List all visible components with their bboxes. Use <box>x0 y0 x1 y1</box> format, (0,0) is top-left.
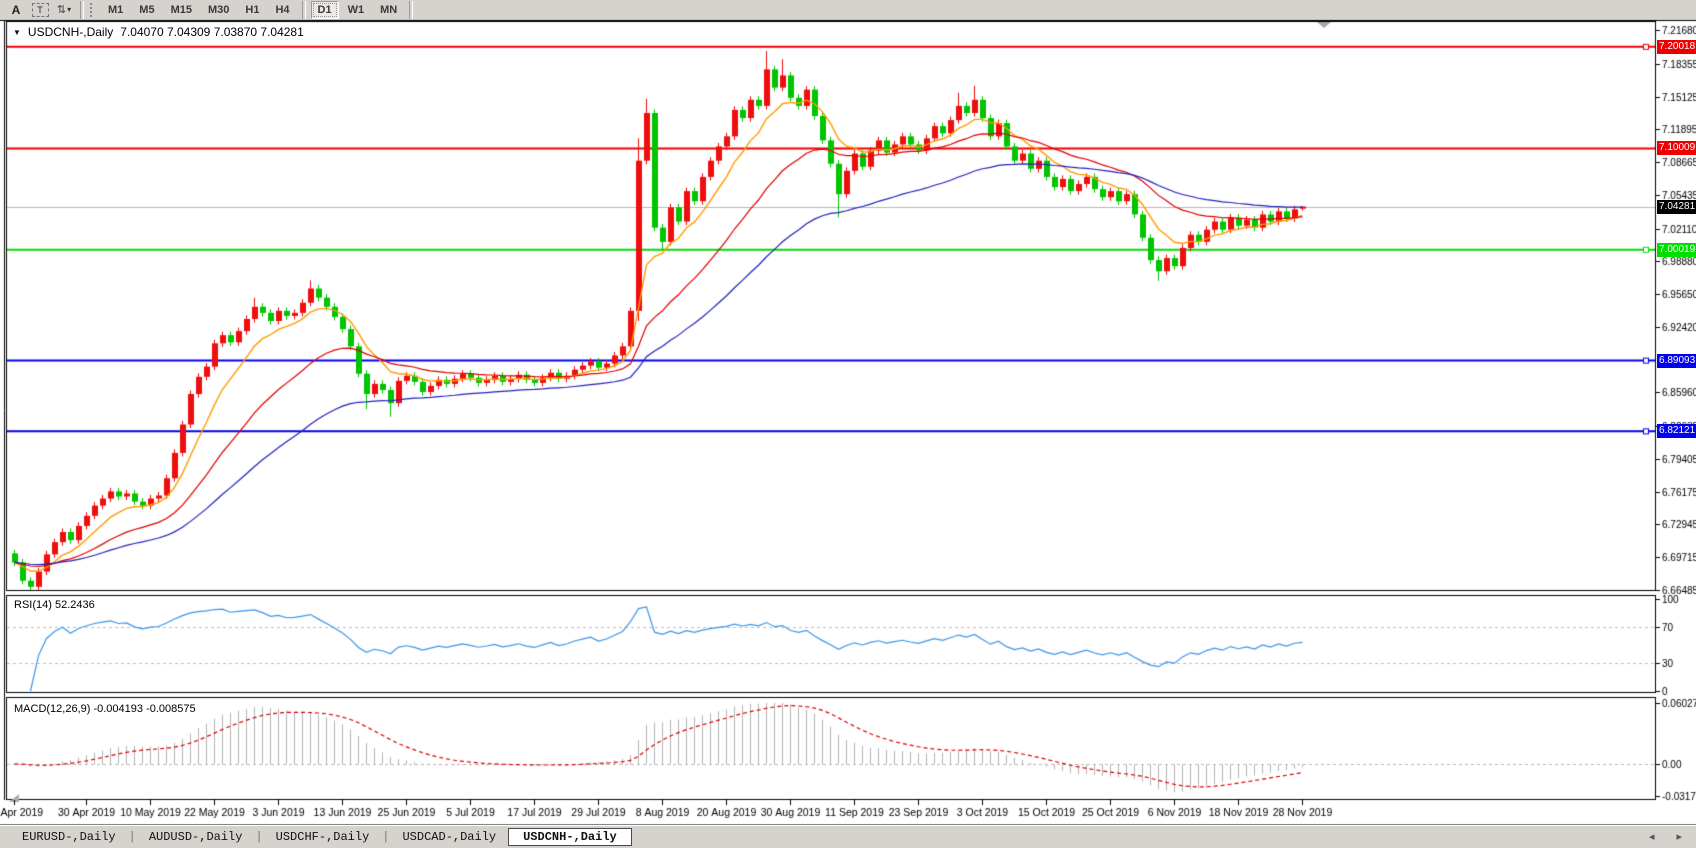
timeframe-button-m5[interactable]: M5 <box>139 3 155 16</box>
tabs-scroll-right-button[interactable]: ▸ <box>1676 832 1682 844</box>
symbol-tab-usdcnh[interactable]: USDCNH-,Daily <box>508 827 632 846</box>
symbol-tab-usdchf[interactable]: USDCHF-,Daily <box>275 829 370 844</box>
symbol-tab-bar: EURUSD-,Daily | AUDUSD-,Daily | USDCHF-,Dail… <box>0 824 1696 848</box>
macd-indicator-label: MACD(12,26,9) -0.004193 -0.008575 <box>14 703 196 715</box>
cursor-tool-icon[interactable]: A <box>11 2 21 17</box>
chart-title-symbol: USDCNH-,Daily <box>27 25 114 39</box>
symbol-tab-audusd[interactable]: AUDUSD-,Daily <box>148 829 243 844</box>
timeframe-button-w1[interactable]: W1 <box>347 3 365 16</box>
symbol-collapse-icon[interactable]: ▼ <box>13 27 21 37</box>
level-price-label-7.10009: 7.10009 <box>1657 141 1696 156</box>
toolbar-separator <box>301 0 306 19</box>
tab-separator: | <box>128 829 136 844</box>
toolbar-separator <box>80 0 84 19</box>
level-price-label-7.00019: 7.00019 <box>1657 242 1696 257</box>
level-price-label-6.82121: 6.82121 <box>1657 424 1696 439</box>
toolbar-drag-grip[interactable] <box>90 2 95 17</box>
text-box-icon: T <box>31 2 49 17</box>
timeframe-button-m30[interactable]: M30 <box>207 3 230 16</box>
timeframe-button-d1[interactable]: D1 <box>310 0 339 19</box>
timeframe-button-m1[interactable]: M1 <box>108 3 124 16</box>
level-price-label-7.20018: 7.20018 <box>1657 39 1696 54</box>
tab-separator: | <box>382 829 390 844</box>
chart-title: ▼ USDCNH-,Daily 7.04070 7.04309 7.03870 7.… <box>13 25 304 39</box>
arrows-icon: ⇅ <box>56 4 67 16</box>
timeframe-button-m15[interactable]: M15 <box>170 3 192 16</box>
toolbar: A T ⇅ ▾ M1 M5 M15 M30 H1 H4 D1 W1 MN <box>0 0 1696 20</box>
timeframe-button-mn[interactable]: MN <box>380 3 398 16</box>
current-price-label: 7.04281 <box>1657 199 1696 214</box>
text-label-tool-icon[interactable]: T <box>30 2 50 18</box>
timeframe-button-h4[interactable]: H4 <box>275 3 290 16</box>
level-price-label-6.89093: 6.89093 <box>1657 353 1696 368</box>
chevron-down-icon: ▾ <box>67 5 72 14</box>
toolbar-separator <box>409 0 414 19</box>
chart-title-ohlc: 7.04070 7.04309 7.03870 7.04281 <box>120 25 304 39</box>
tabs-scroll-left-button[interactable]: ◂ <box>1648 832 1655 844</box>
tab-separator: | <box>255 829 263 844</box>
timeframe-button-h1[interactable]: H1 <box>245 3 260 16</box>
symbol-tab-usdcad[interactable]: USDCAD-,Daily <box>402 829 497 844</box>
objects-tool-icon[interactable]: ⇅ ▾ <box>54 2 74 18</box>
symbol-tab-eurusd[interactable]: EURUSD-,Daily <box>22 829 116 844</box>
rsi-indicator-label: RSI(14) 52.2436 <box>14 599 95 611</box>
